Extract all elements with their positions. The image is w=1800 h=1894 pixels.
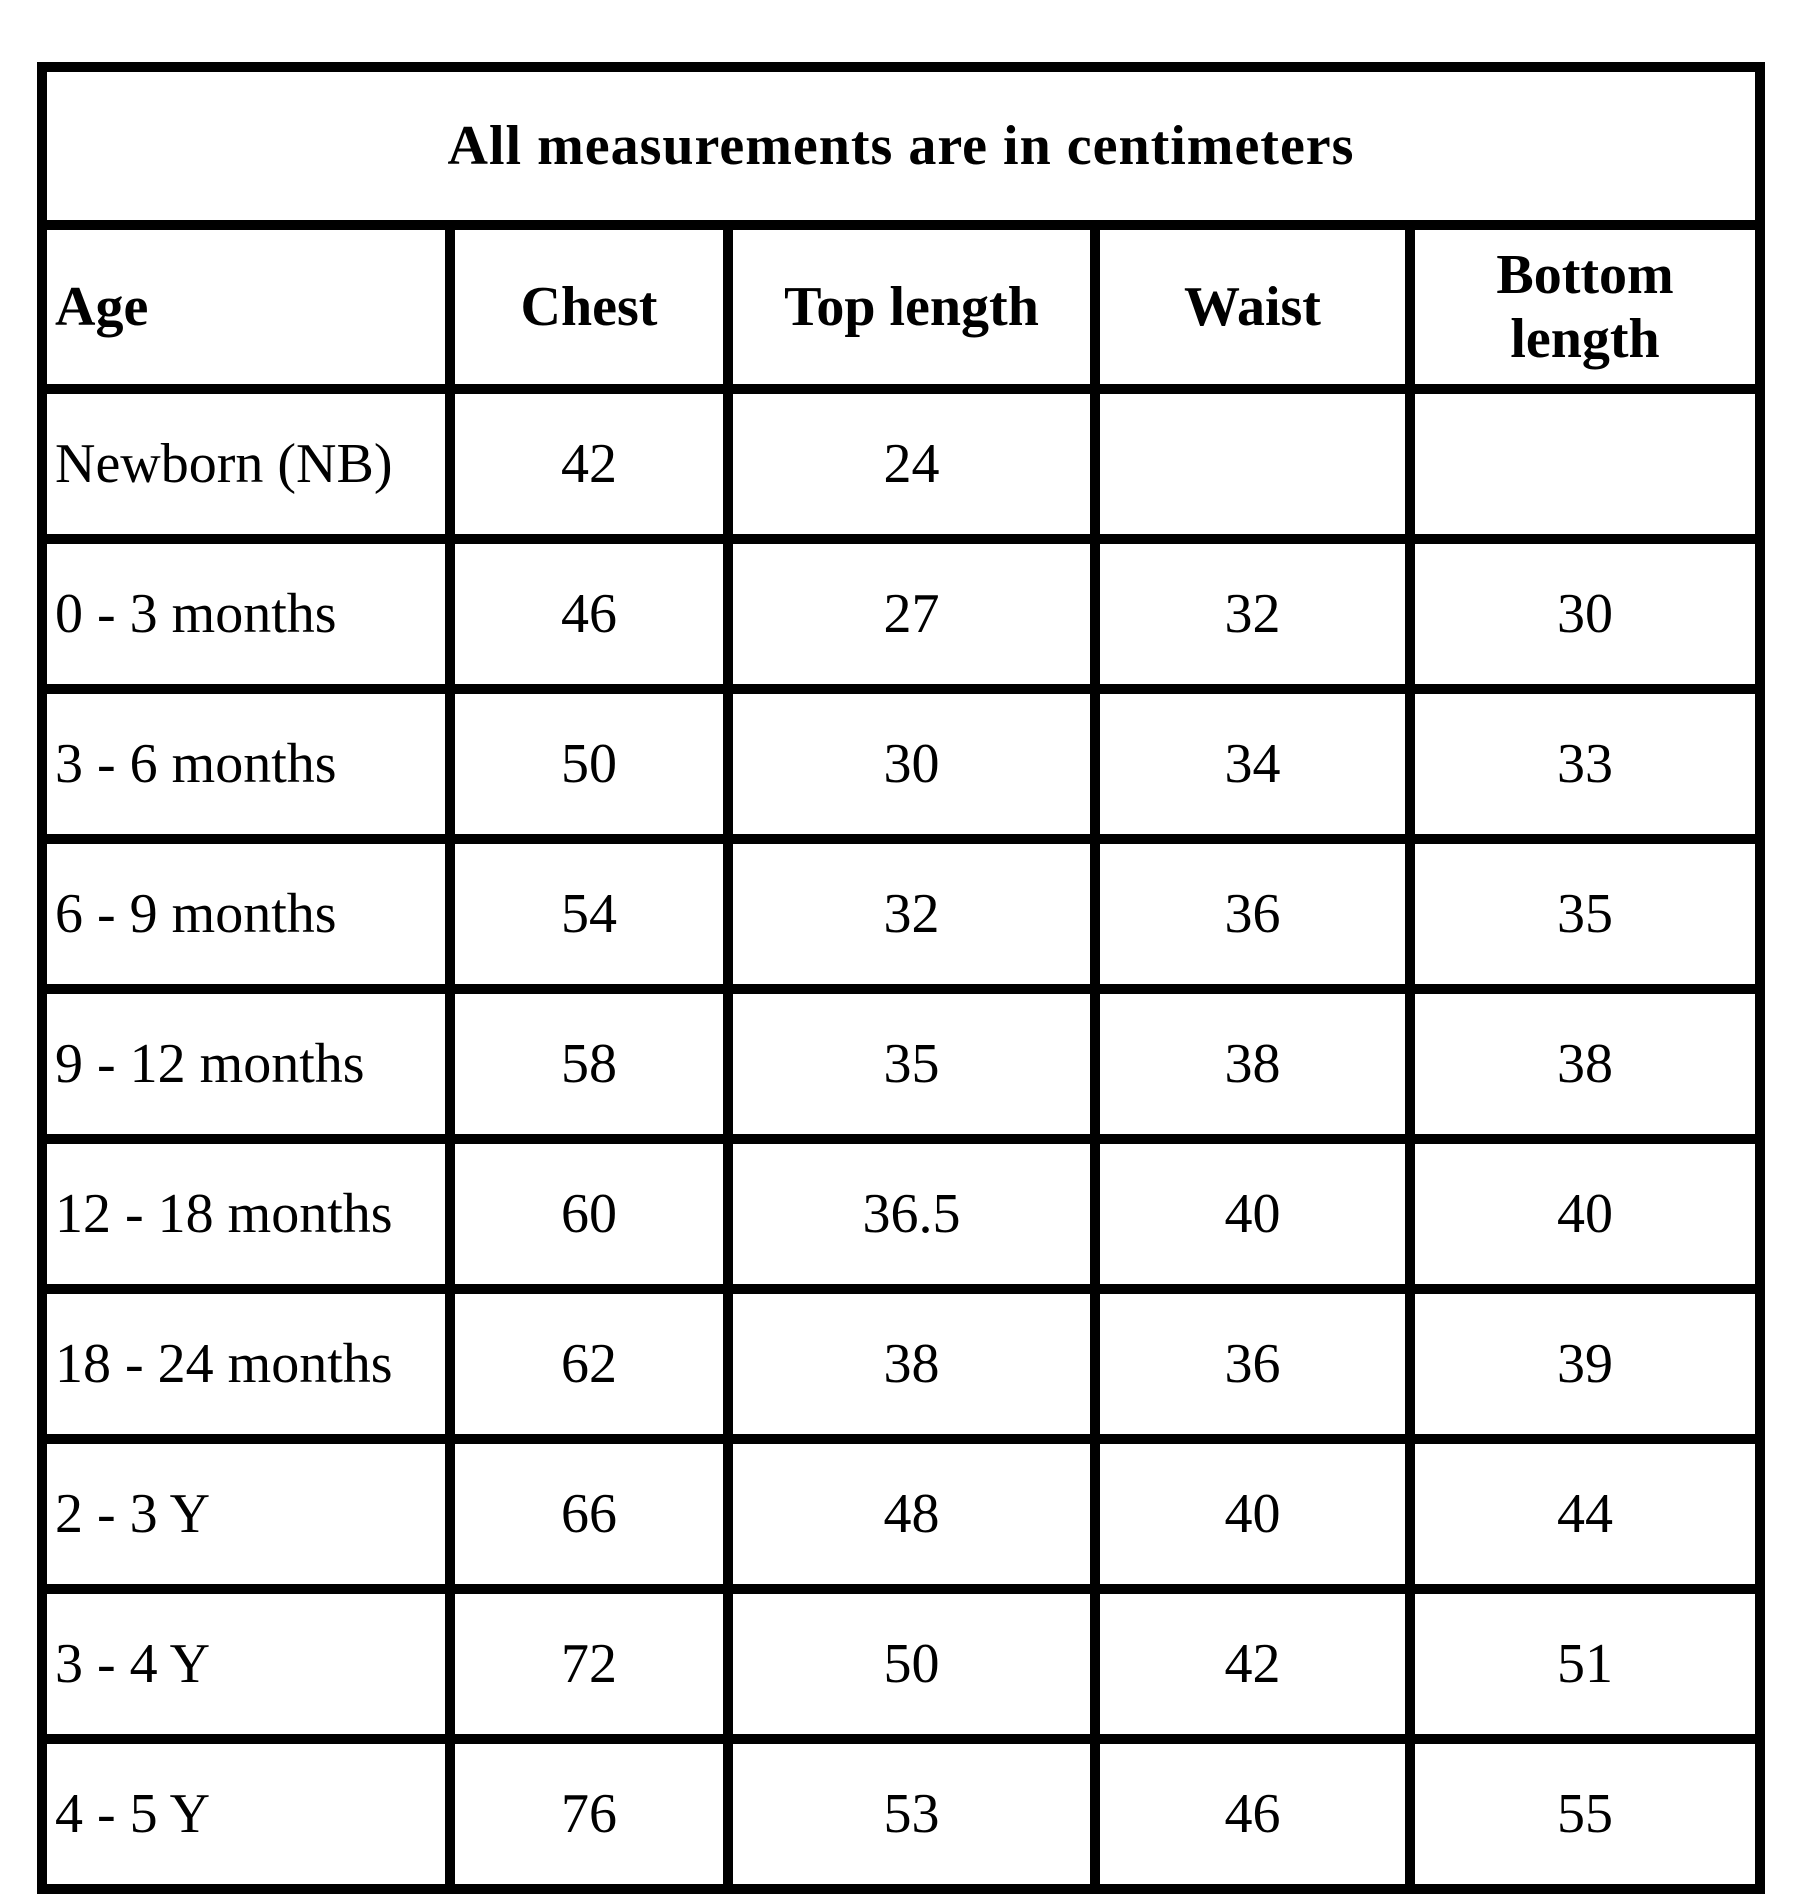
value-cell: 38 [1090,984,1415,1144]
table-row: Newborn (NB) 42 24 [37,384,1766,544]
value-cell: 33 [1404,684,1766,844]
header-row: Age Chest Top length Waist Bottom length [37,220,1766,394]
value-cell: 62 [445,1284,733,1444]
value-cell: 30 [1404,534,1766,694]
value-cell: 36 [1090,834,1415,994]
column-header-label: Top length [784,275,1039,338]
value-cell: 36 [1090,1284,1415,1444]
value-cell: 72 [445,1584,733,1744]
age-cell: 0 - 3 months [37,534,455,694]
table-row: 6 - 9 months 54 32 36 35 [37,834,1766,994]
value-cell: 42 [445,384,733,544]
value-cell: 32 [1090,534,1415,694]
size-chart-table: All measurements are in centimeters Age C… [36,62,1766,1894]
value-cell: 46 [1090,1734,1415,1894]
column-header-bottom-length: Bottom length [1404,220,1766,394]
value-cell: 42 [1090,1584,1415,1744]
value-cell: 60 [445,1134,733,1294]
age-cell: Newborn (NB) [37,384,455,544]
value-cell [1404,384,1766,544]
column-header-label: Age [55,275,149,338]
age-cell: 2 - 3 Y [37,1434,455,1594]
value-cell: 48 [723,1434,1100,1594]
column-header-label: Chest [520,275,658,338]
value-cell: 38 [723,1284,1100,1444]
value-cell: 53 [723,1734,1100,1894]
value-cell [1090,384,1415,544]
value-cell: 34 [1090,684,1415,844]
value-cell: 44 [1404,1434,1766,1594]
table-body: Newborn (NB) 42 24 0 - 3 months 46 27 32 30 3 - … [37,384,1766,1894]
value-cell: 50 [445,684,733,844]
value-cell: 38 [1404,984,1766,1144]
age-cell: 3 - 4 Y [37,1584,455,1744]
value-cell: 35 [723,984,1100,1144]
value-cell: 40 [1090,1434,1415,1594]
table-row: 18 - 24 months 62 38 36 39 [37,1284,1766,1444]
table-title: All measurements are in centimeters [36,62,1766,230]
value-cell: 58 [445,984,733,1144]
column-header-top-length: Top length [723,220,1100,394]
column-header-age: Age [37,220,455,394]
table-row: 3 - 4 Y 72 50 42 51 [37,1584,1766,1744]
age-cell: 4 - 5 Y [37,1734,455,1894]
column-header-label: Waist [1184,275,1321,338]
column-header-label: Bottom length [1496,243,1674,370]
value-cell: 32 [723,834,1100,994]
value-cell: 36.5 [723,1134,1100,1294]
table-row: 0 - 3 months 46 27 32 30 [37,534,1766,694]
value-cell: 27 [723,534,1100,694]
value-cell: 40 [1090,1134,1415,1294]
size-chart-page: All measurements are in centimeters Age C… [36,62,1766,1894]
title-row: All measurements are in centimeters [36,62,1766,230]
table-row: 9 - 12 months 58 35 38 38 [37,984,1766,1144]
value-cell: 50 [723,1584,1100,1744]
age-cell: 9 - 12 months [37,984,455,1144]
table-row: 3 - 6 months 50 30 34 33 [37,684,1766,844]
age-cell: 6 - 9 months [37,834,455,994]
age-cell: 3 - 6 months [37,684,455,844]
value-cell: 40 [1404,1134,1766,1294]
column-header-waist: Waist [1090,220,1415,394]
value-cell: 76 [445,1734,733,1894]
value-cell: 66 [445,1434,733,1594]
value-cell: 54 [445,834,733,994]
table-row: 4 - 5 Y 76 53 46 55 [37,1734,1766,1894]
table-row: 2 - 3 Y 66 48 40 44 [37,1434,1766,1594]
column-header-chest: Chest [445,220,733,394]
value-cell: 51 [1404,1584,1766,1744]
value-cell: 46 [445,534,733,694]
age-cell: 18 - 24 months [37,1284,455,1444]
table-row: 12 - 18 months 60 36.5 40 40 [37,1134,1766,1294]
age-cell: 12 - 18 months [37,1134,455,1294]
value-cell: 24 [723,384,1100,544]
value-cell: 39 [1404,1284,1766,1444]
value-cell: 55 [1404,1734,1766,1894]
value-cell: 35 [1404,834,1766,994]
value-cell: 30 [723,684,1100,844]
